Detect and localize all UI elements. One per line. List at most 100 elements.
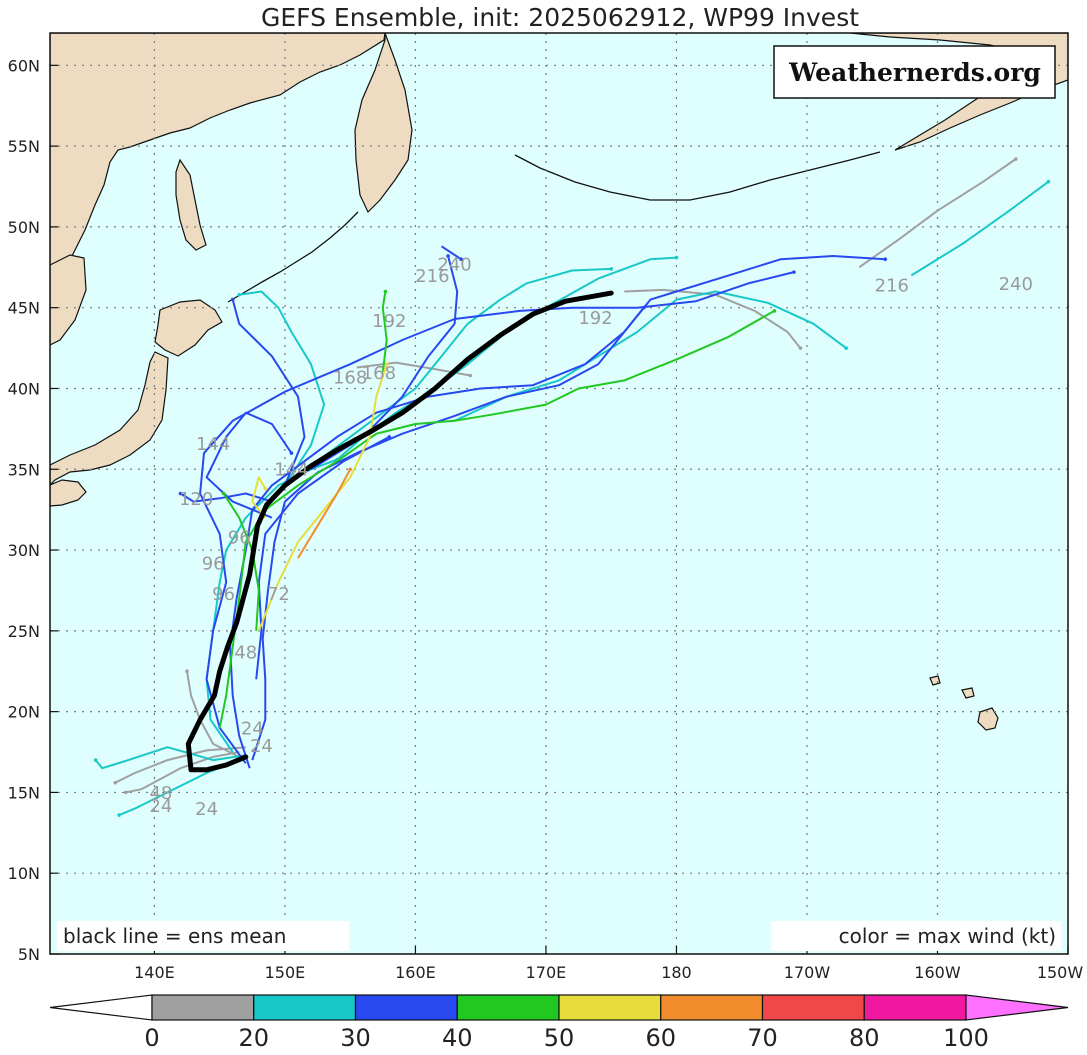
land-kyushu: [50, 479, 87, 507]
ensemble-member-end-point-19: [446, 254, 450, 258]
ensemble-member-end-point-6: [93, 758, 98, 762]
forecast-hour-label-8: 120: [179, 489, 213, 510]
ensemble-member-track-0: [125, 751, 240, 794]
colorbar-label-6: 70: [747, 1024, 778, 1051]
ensemble-member-track-1: [114, 746, 246, 784]
ensemble-member-end-point-22: [387, 435, 392, 439]
colorbar-label-8: 100: [943, 1024, 989, 1051]
colorbar-segment-5: [660, 994, 764, 1021]
ensemble-member-end-point-13: [237, 292, 242, 297]
lon-tick-label-4: 180: [661, 963, 692, 982]
forecast-hour-label-19: 216: [875, 276, 909, 297]
land-kamchatka: [354, 33, 413, 214]
ensemble-member-track-10: [317, 267, 612, 463]
colorbar-segment-1: [253, 994, 357, 1021]
ensemble-member-end-point-18: [230, 297, 235, 302]
ensemble-member-track-27: [251, 476, 267, 519]
ensemble-member-track-11: [454, 290, 847, 422]
lat-tick-label-2: 50N: [8, 218, 40, 237]
ensemble-member-end-point-5: [1013, 157, 1018, 161]
ensemble-member-track-25: [381, 291, 388, 373]
forecast-hour-label-18: 48: [149, 783, 172, 804]
ensemble-member-end-point-24: [772, 309, 777, 313]
forecast-hour-label-15: 24: [250, 736, 273, 757]
lat-tick-label-5: 35N: [8, 460, 40, 479]
ensemble-member-end-point-20: [459, 257, 463, 262]
forecast-hour-label-14: 24: [241, 718, 264, 739]
land-hokkaido: [154, 299, 223, 357]
member-tracks: [93, 157, 1051, 817]
forecast-hour-label-13: 48: [234, 642, 257, 663]
forecast-hour-label-4: 168: [333, 368, 367, 389]
watermark-box: Weathernerds.org: [773, 45, 1056, 99]
lon-tick-label-3: 170E: [526, 963, 567, 982]
forecast-hour-label-2: 192: [372, 311, 406, 332]
ensemble-member-end-point-3: [468, 373, 473, 378]
colorbar-high-arrow: [965, 994, 1069, 1021]
figure-title: GEFS Ensemble, init: 2025062912, WP99 In…: [261, 3, 859, 32]
forecast-hour-label-6: 144: [196, 434, 230, 455]
colorbar-segment-7: [863, 994, 967, 1021]
forecast-hour-label-16: 24: [149, 796, 172, 817]
watermark-text: Weathernerds.org: [788, 58, 1041, 87]
colorbar-label-2: 30: [340, 1024, 371, 1051]
colorbar: 0 20 30 40 50 60 70 80 100: [49, 994, 1069, 1052]
ensemble-member-track-28: [297, 468, 352, 559]
ensemble-member-track-20: [440, 245, 462, 261]
ensemble-member-track-17: [199, 271, 795, 764]
land-masses: [50, 33, 1068, 731]
footer-note-left: black line = ens mean: [63, 924, 287, 948]
ensemble-member-track-15: [251, 307, 645, 761]
lat-tick-label-3: 45N: [8, 299, 40, 318]
lat-tick-label-6: 30N: [8, 541, 40, 560]
axis-labels: 140E 150E 160E 170E 180 170W 160W 150W 60N 55N 50N…: [8, 56, 1084, 982]
forecast-hour-label-12: 72: [267, 584, 290, 605]
land-sakhalin: [175, 158, 207, 251]
ensemble-member-track-6: [94, 746, 246, 770]
ensemble-member-end-point-2: [185, 669, 189, 674]
land-honshu: [50, 351, 169, 486]
lat-tick-label-4: 40N: [8, 379, 40, 398]
colorbar-label-4: 50: [544, 1024, 575, 1051]
ensemble-member-end-point-4: [798, 346, 803, 350]
ensemble-member-end-point-1: [113, 780, 118, 785]
forecast-hour-label-1: 216: [415, 266, 449, 287]
colorbar-label-3: 40: [442, 1024, 473, 1051]
ensemble-member-track-13: [239, 290, 326, 486]
ensemble-member-track-18: [231, 299, 306, 486]
lat-tick-label-9: 15N: [8, 783, 40, 802]
colorbar-low-arrow: [49, 994, 153, 1021]
ocean-background: [50, 33, 1068, 954]
footer-note-right: color = max wind (kt): [839, 924, 1056, 948]
lon-tick-label-7: 150W: [1037, 963, 1084, 982]
forecast-hour-label-9: 96: [228, 528, 251, 549]
forecast-hour-label-3: 192: [578, 308, 612, 329]
ensemble-member-track-4: [624, 288, 802, 349]
colorbar-segment-0: [151, 994, 255, 1021]
ensemble-member-end-point-25: [383, 289, 388, 294]
ensemble-member-end-point-21: [289, 451, 294, 455]
ensemble-member-end-point-16: [178, 491, 183, 496]
ensemble-member-track-14: [229, 255, 886, 769]
ensemble-member-end-point-14: [883, 257, 888, 262]
forecast-hour-label-10: 96: [202, 553, 225, 574]
land-asia-mainland: [50, 33, 386, 321]
ensemble-member-end-point-27: [263, 486, 268, 491]
lon-tick-label-0: 140E: [134, 963, 175, 982]
colorbar-segment-3: [456, 994, 560, 1021]
ensemble-member-track-5: [858, 158, 1017, 269]
colorbar-label-5: 60: [645, 1024, 676, 1051]
footer-note-left-box: black line = ens mean: [57, 921, 349, 951]
colorbar-label-1: 20: [238, 1024, 269, 1051]
ensemble-member-end-point-12: [1046, 179, 1051, 184]
land-korea: [50, 254, 87, 346]
forecast-hour-label-0: 240: [437, 255, 471, 276]
lat-tick-label-0: 60N: [8, 56, 40, 75]
lat-tick-label-1: 55N: [8, 137, 40, 156]
island-chain-aleutian: [514, 151, 881, 201]
ensemble-mean-track: [185, 290, 614, 773]
lon-tick-label-5: 170W: [784, 963, 831, 982]
colorbar-segment-2: [354, 994, 458, 1021]
